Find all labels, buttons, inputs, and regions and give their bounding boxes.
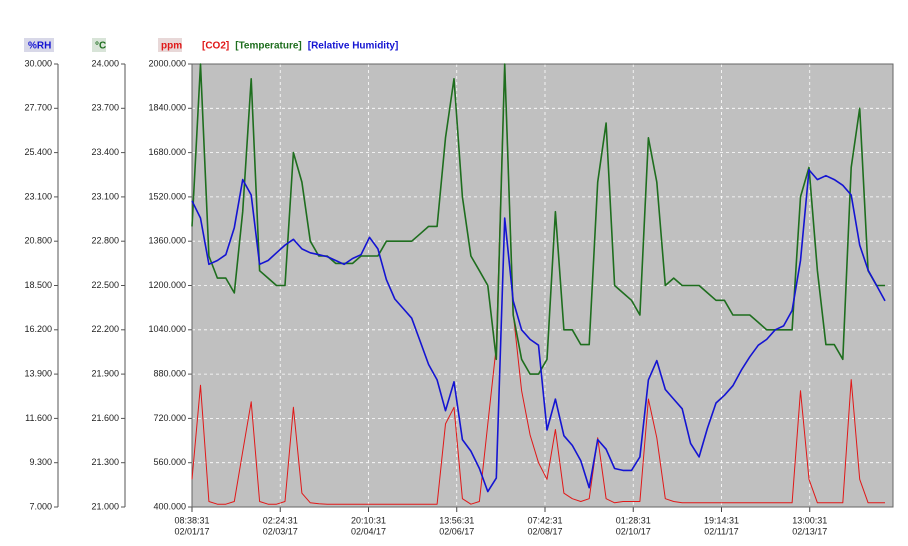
y-tick-label: 1680.000 — [148, 147, 186, 157]
y-tick-label: 16.200 — [24, 324, 52, 334]
legend-label: [Temperature] — [235, 41, 302, 52]
y-tick-label: 9.300 — [29, 457, 52, 467]
y-tick-label: 22.800 — [91, 236, 119, 246]
x-tick-label: 02:24:31 — [263, 515, 298, 525]
series-line — [191, 63, 885, 505]
y-tick-label: 13.900 — [24, 368, 52, 378]
y-tick-label: 21.900 — [91, 368, 119, 378]
y-tick-label: 24.000 — [91, 58, 119, 68]
x-tick-label: 13:00:31 — [792, 515, 827, 525]
axis-title: °C — [95, 41, 106, 52]
y-tick-label: 560.000 — [153, 457, 186, 467]
x-tick-label: 02/06/17 — [439, 526, 474, 536]
y-tick-label: 23.100 — [91, 191, 119, 201]
y-tick-label: 20.800 — [24, 236, 52, 246]
x-tick-label: 08:38:31 — [174, 515, 209, 525]
y-tick-label: 1200.000 — [148, 280, 186, 290]
y-tick-label: 1040.000 — [148, 324, 186, 334]
y-tick-label: 720.000 — [153, 413, 186, 423]
y-tick-label: 27.700 — [24, 103, 52, 113]
y-tick-label: 22.500 — [91, 280, 119, 290]
axis-title: %RH — [28, 41, 51, 52]
x-tick-label: 13:56:31 — [439, 515, 474, 525]
x-tick-label: 02/03/17 — [263, 526, 298, 536]
y-tick-label: 1360.000 — [148, 236, 186, 246]
y-tick-label: 23.100 — [24, 191, 52, 201]
y-tick-label: 23.400 — [91, 147, 119, 157]
x-tick-label: 19:14:31 — [704, 515, 739, 525]
legend-label: [CO2] — [202, 41, 229, 52]
x-tick-label: 02/01/17 — [174, 526, 209, 536]
plot-border — [191, 63, 894, 508]
y-tick-label: 22.200 — [91, 324, 119, 334]
y-tick-label: 21.300 — [91, 457, 119, 467]
y-tick-label: 23.700 — [91, 103, 119, 113]
x-tick-label: 02/13/17 — [792, 526, 827, 536]
y-tick-label: 21.600 — [91, 413, 119, 423]
x-tick-label: 02/04/17 — [351, 526, 386, 536]
legend: [CO2] [Temperature] [Relative Humidity] — [202, 41, 398, 52]
y-tick-label: 1520.000 — [148, 191, 186, 201]
x-tick-label: 02/08/17 — [527, 526, 562, 536]
y-tick-label: 400.000 — [153, 501, 186, 511]
x-tick-label: 02/11/17 — [704, 526, 738, 536]
header-bg — [92, 38, 106, 52]
series-line — [191, 63, 885, 375]
x-tick-label: 20:10:31 — [351, 515, 386, 525]
series-line — [191, 169, 886, 493]
x-tick-label: 07:42:31 — [527, 515, 562, 525]
y-tick-label: 30.000 — [24, 58, 52, 68]
y-tick-label: 18.500 — [24, 280, 52, 290]
y-tick-label: 880.000 — [153, 368, 186, 378]
y-tick-label: 1840.000 — [148, 103, 186, 113]
header-bg — [158, 38, 182, 52]
y-tick-label: 7.000 — [29, 501, 52, 511]
legend-label: [Relative Humidity] — [308, 41, 399, 52]
y-tick-label: 21.000 — [91, 501, 119, 511]
y-tick-label: 11.600 — [25, 413, 52, 423]
x-tick-label: 02/10/17 — [616, 526, 651, 536]
y-tick-label: 25.400 — [24, 147, 52, 157]
x-tick-label: 01:28:31 — [616, 515, 651, 525]
y-tick-label: 2000.000 — [148, 58, 186, 68]
axis-title: ppm — [161, 41, 182, 52]
header-bg — [24, 38, 54, 52]
